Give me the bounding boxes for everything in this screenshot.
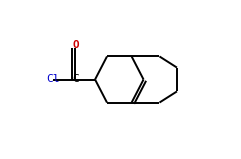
Text: O: O: [72, 40, 79, 49]
Text: Cl: Cl: [46, 75, 60, 84]
Text: C: C: [72, 75, 79, 84]
